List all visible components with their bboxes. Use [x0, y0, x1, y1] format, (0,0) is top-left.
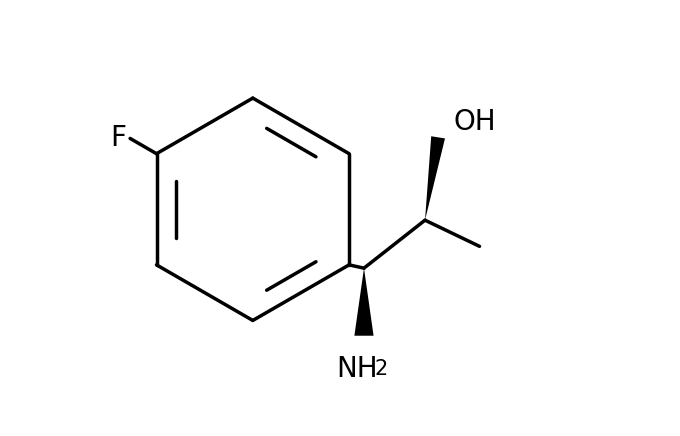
Polygon shape [354, 268, 373, 336]
Polygon shape [425, 136, 445, 220]
Text: F: F [111, 124, 126, 153]
Text: NH: NH [337, 355, 378, 383]
Text: 2: 2 [375, 359, 388, 379]
Text: OH: OH [454, 108, 496, 136]
